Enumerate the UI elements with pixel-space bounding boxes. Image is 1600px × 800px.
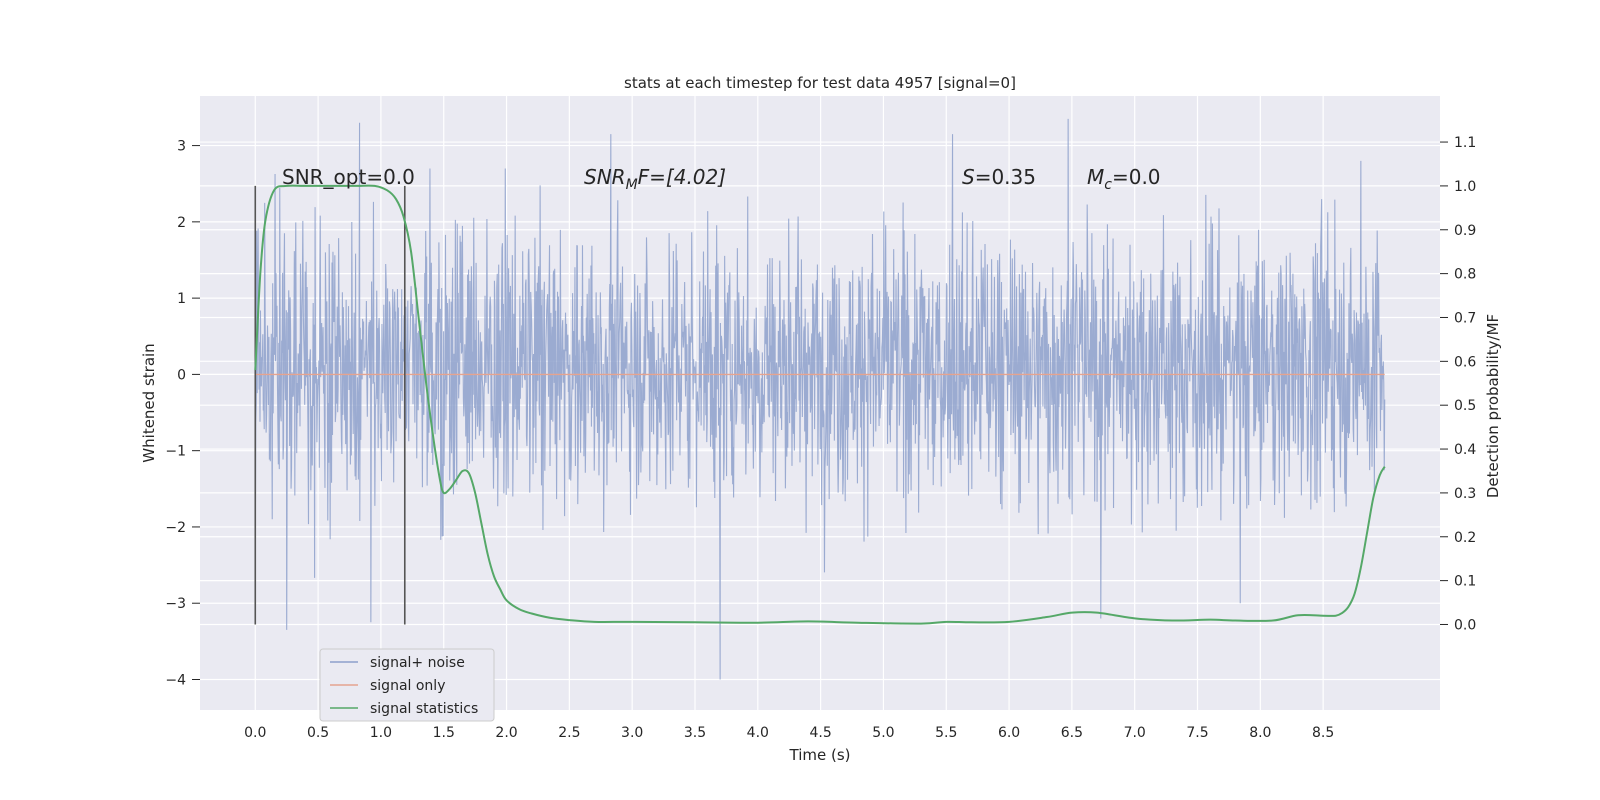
legend-label-signal-statistics: signal statistics <box>370 701 478 717</box>
y-tick-label: −1 <box>165 444 186 460</box>
x-tick-label: 2.0 <box>495 725 517 741</box>
x-tick-label: 1.5 <box>433 725 455 741</box>
signal-plus-noise-line <box>254 118 1386 680</box>
legend-label-signal-only: signal only <box>370 678 445 694</box>
y-tick-label: 1 <box>177 291 186 307</box>
y-tick-label: 3 <box>177 139 186 155</box>
y-tick-label: −2 <box>165 520 186 536</box>
vertical-markers <box>254 185 406 625</box>
x-tick-label: 0.0 <box>244 725 266 741</box>
annotation-mc: Mc=0.0 <box>1087 165 1161 193</box>
x-tick-label: 7.5 <box>1186 725 1208 741</box>
y-tick-label: −4 <box>165 672 186 688</box>
annotations: SNR_opt=0.0 SNRMF=[4.02] S=0.35 Mc=0.0 <box>282 165 1161 193</box>
annotation-s-var: S <box>962 165 975 189</box>
signal-plus-noise-series <box>254 118 1386 680</box>
x-tick-label: 3.0 <box>621 725 643 741</box>
x-tick-label: 4.0 <box>747 725 769 741</box>
y2-tick-labels: 1.1 1.0 0.9 0.8 0.7 0.6 0.5 0.4 0.3 0.2 0.1 0.0 <box>1440 135 1476 633</box>
annotation-snr-mf-base: SNR <box>584 165 626 189</box>
y2-tick-label: 0.5 <box>1454 398 1476 414</box>
annotation-s-value: =0.35 <box>975 165 1036 189</box>
x-tick-label: 8.5 <box>1312 725 1334 741</box>
y2-tick-label: 0.6 <box>1454 354 1476 370</box>
y2-tick-label: 1.1 <box>1454 135 1476 151</box>
y2-tick-label: 0.1 <box>1454 574 1476 590</box>
y-tick-label: −3 <box>165 596 186 612</box>
y2-tick-label: 0.4 <box>1454 442 1476 458</box>
annotation-mc-sub: c <box>1104 177 1112 193</box>
x-tick-label: 5.0 <box>872 725 894 741</box>
legend-label-signal-noise: signal+ noise <box>370 655 465 671</box>
signal-statistics-line <box>254 184 1386 625</box>
x-tick-label: 7.0 <box>1124 725 1146 741</box>
y2-tick-label: 1.0 <box>1454 179 1476 195</box>
y2-tick-label: 0.8 <box>1454 267 1476 283</box>
x-tick-label: 1.0 <box>370 725 392 741</box>
x-tick-label: 8.0 <box>1249 725 1271 741</box>
x-tick-label: 0.5 <box>307 725 329 741</box>
y-axis-label: Whitened strain <box>140 343 158 462</box>
y2-tick-label: 0.7 <box>1454 310 1476 326</box>
annotation-snr-opt: SNR_opt=0.0 <box>282 165 415 189</box>
annotation-s: S=0.35 <box>962 165 1036 189</box>
x-tick-label: 3.5 <box>684 725 706 741</box>
annotation-mc-base: M <box>1087 165 1104 189</box>
y2-tick-label: 0.9 <box>1454 223 1476 239</box>
y-tick-label: 0 <box>177 367 186 383</box>
y-tick-label: 2 <box>177 215 186 231</box>
annotation-snr-mf-tail: F=[4.02] <box>638 165 726 189</box>
chart-title: stats at each timestep for test data 495… <box>624 74 1016 92</box>
annotation-snr-mf: SNRMF=[4.02] <box>584 165 726 193</box>
x-tick-label: 4.5 <box>809 725 831 741</box>
x-tick-label: 6.0 <box>998 725 1020 741</box>
y2-tick-label: 0.0 <box>1454 617 1476 633</box>
signal-statistics-series-group <box>254 184 1386 625</box>
annotation-mc-value: =0.0 <box>1112 165 1161 189</box>
legend-box <box>319 648 495 722</box>
x-tick-label: 5.5 <box>935 725 957 741</box>
annotation-snr-mf-sub: M <box>626 177 638 193</box>
y2-axis-label: Detection probability/MF <box>1484 314 1502 498</box>
y-tick-labels: 3 2 1 0 −1 −2 −3 −4 <box>165 139 200 688</box>
y2-tick-label: 0.2 <box>1454 530 1476 546</box>
y2-tick-label: 0.3 <box>1454 486 1476 502</box>
x-tick-label: 2.5 <box>558 725 580 741</box>
x-axis-label: Time (s) <box>789 746 851 764</box>
legend: signal+ noise signal only signal statist… <box>319 648 495 722</box>
x-tick-labels: 0.0 0.5 1.0 1.5 2.0 2.5 3.0 3.5 4.0 4.5 5.0 5.5 6.0 6… <box>244 725 1334 741</box>
x-tick-label: 6.5 <box>1061 725 1083 741</box>
